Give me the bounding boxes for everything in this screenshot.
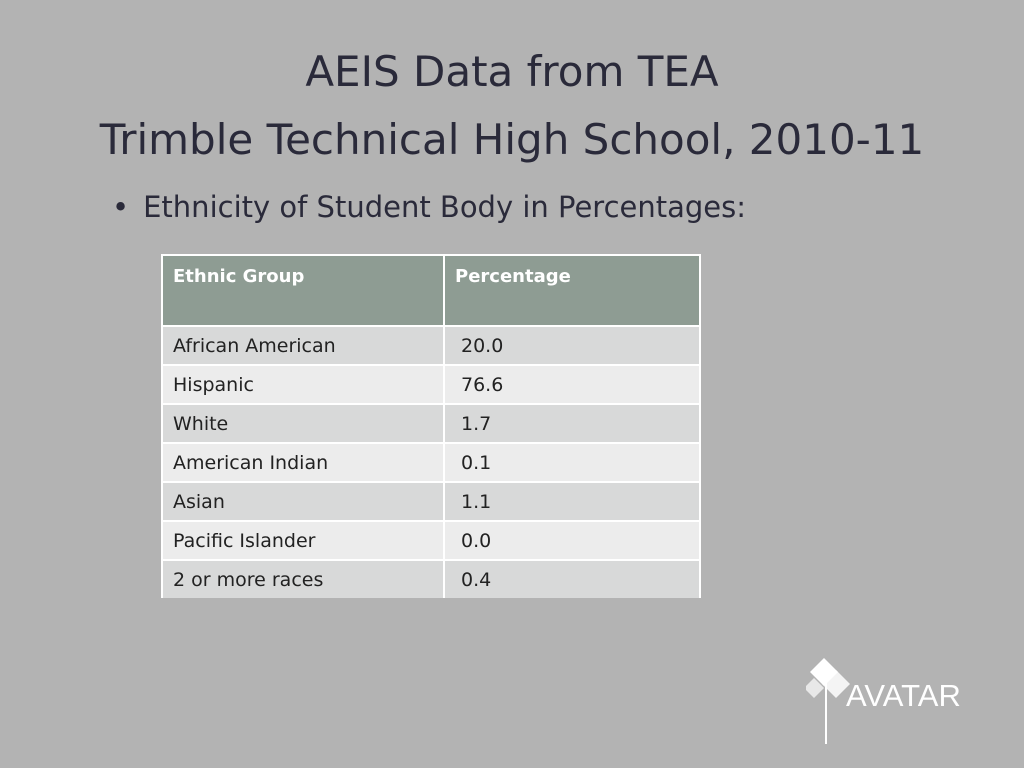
table: Ethnic Group Percentage African American… [161,254,701,598]
logo: AVATAR [806,658,961,744]
table-row: 2 or more races 0.4 [161,559,701,598]
title-line: AEIS Data from TEA [305,47,719,96]
percentage-cell: 76.6 [443,364,701,404]
logo-diamond [806,678,824,698]
group-cell: American Indian [161,442,445,482]
table-row: Hispanic 76.6 [161,364,701,404]
percentage-cell: 1.1 [443,481,701,521]
percentage-cell: 0.1 [443,442,701,482]
group-cell: Pacific Islander [161,520,445,560]
percentage-cell: 1.7 [443,403,701,443]
table-row: Pacific Islander 0.0 [161,520,701,560]
logo-text: AVATAR [846,678,961,713]
group-cell: Hispanic [161,364,445,404]
table-row: White 1.7 [161,403,701,443]
column-header: Ethnic Group [161,254,445,327]
percentage-cell: 0.0 [443,520,701,560]
table-row: African American 20.0 [161,325,701,365]
table-row: American Indian 0.1 [161,442,701,482]
percentage-cell: 0.4 [443,559,701,598]
title: AEIS Data from TEA Trimble Technical Hig… [0,38,1024,174]
column-header: Percentage [443,254,701,327]
title-line: Trimble Technical High School, 2010-11 [99,115,925,164]
group-cell: 2 or more races [161,559,445,598]
header-row: Ethnic Group Percentage [161,254,701,327]
percentage-cell: 20.0 [443,325,701,365]
table-row: Asian 1.1 [161,481,701,521]
bullet: Ethnicity of Student Body in Percentages… [112,190,746,224]
logo-diamond [822,670,850,698]
group-cell: African American [161,325,445,365]
group-cell: Asian [161,481,445,521]
group-cell: White [161,403,445,443]
